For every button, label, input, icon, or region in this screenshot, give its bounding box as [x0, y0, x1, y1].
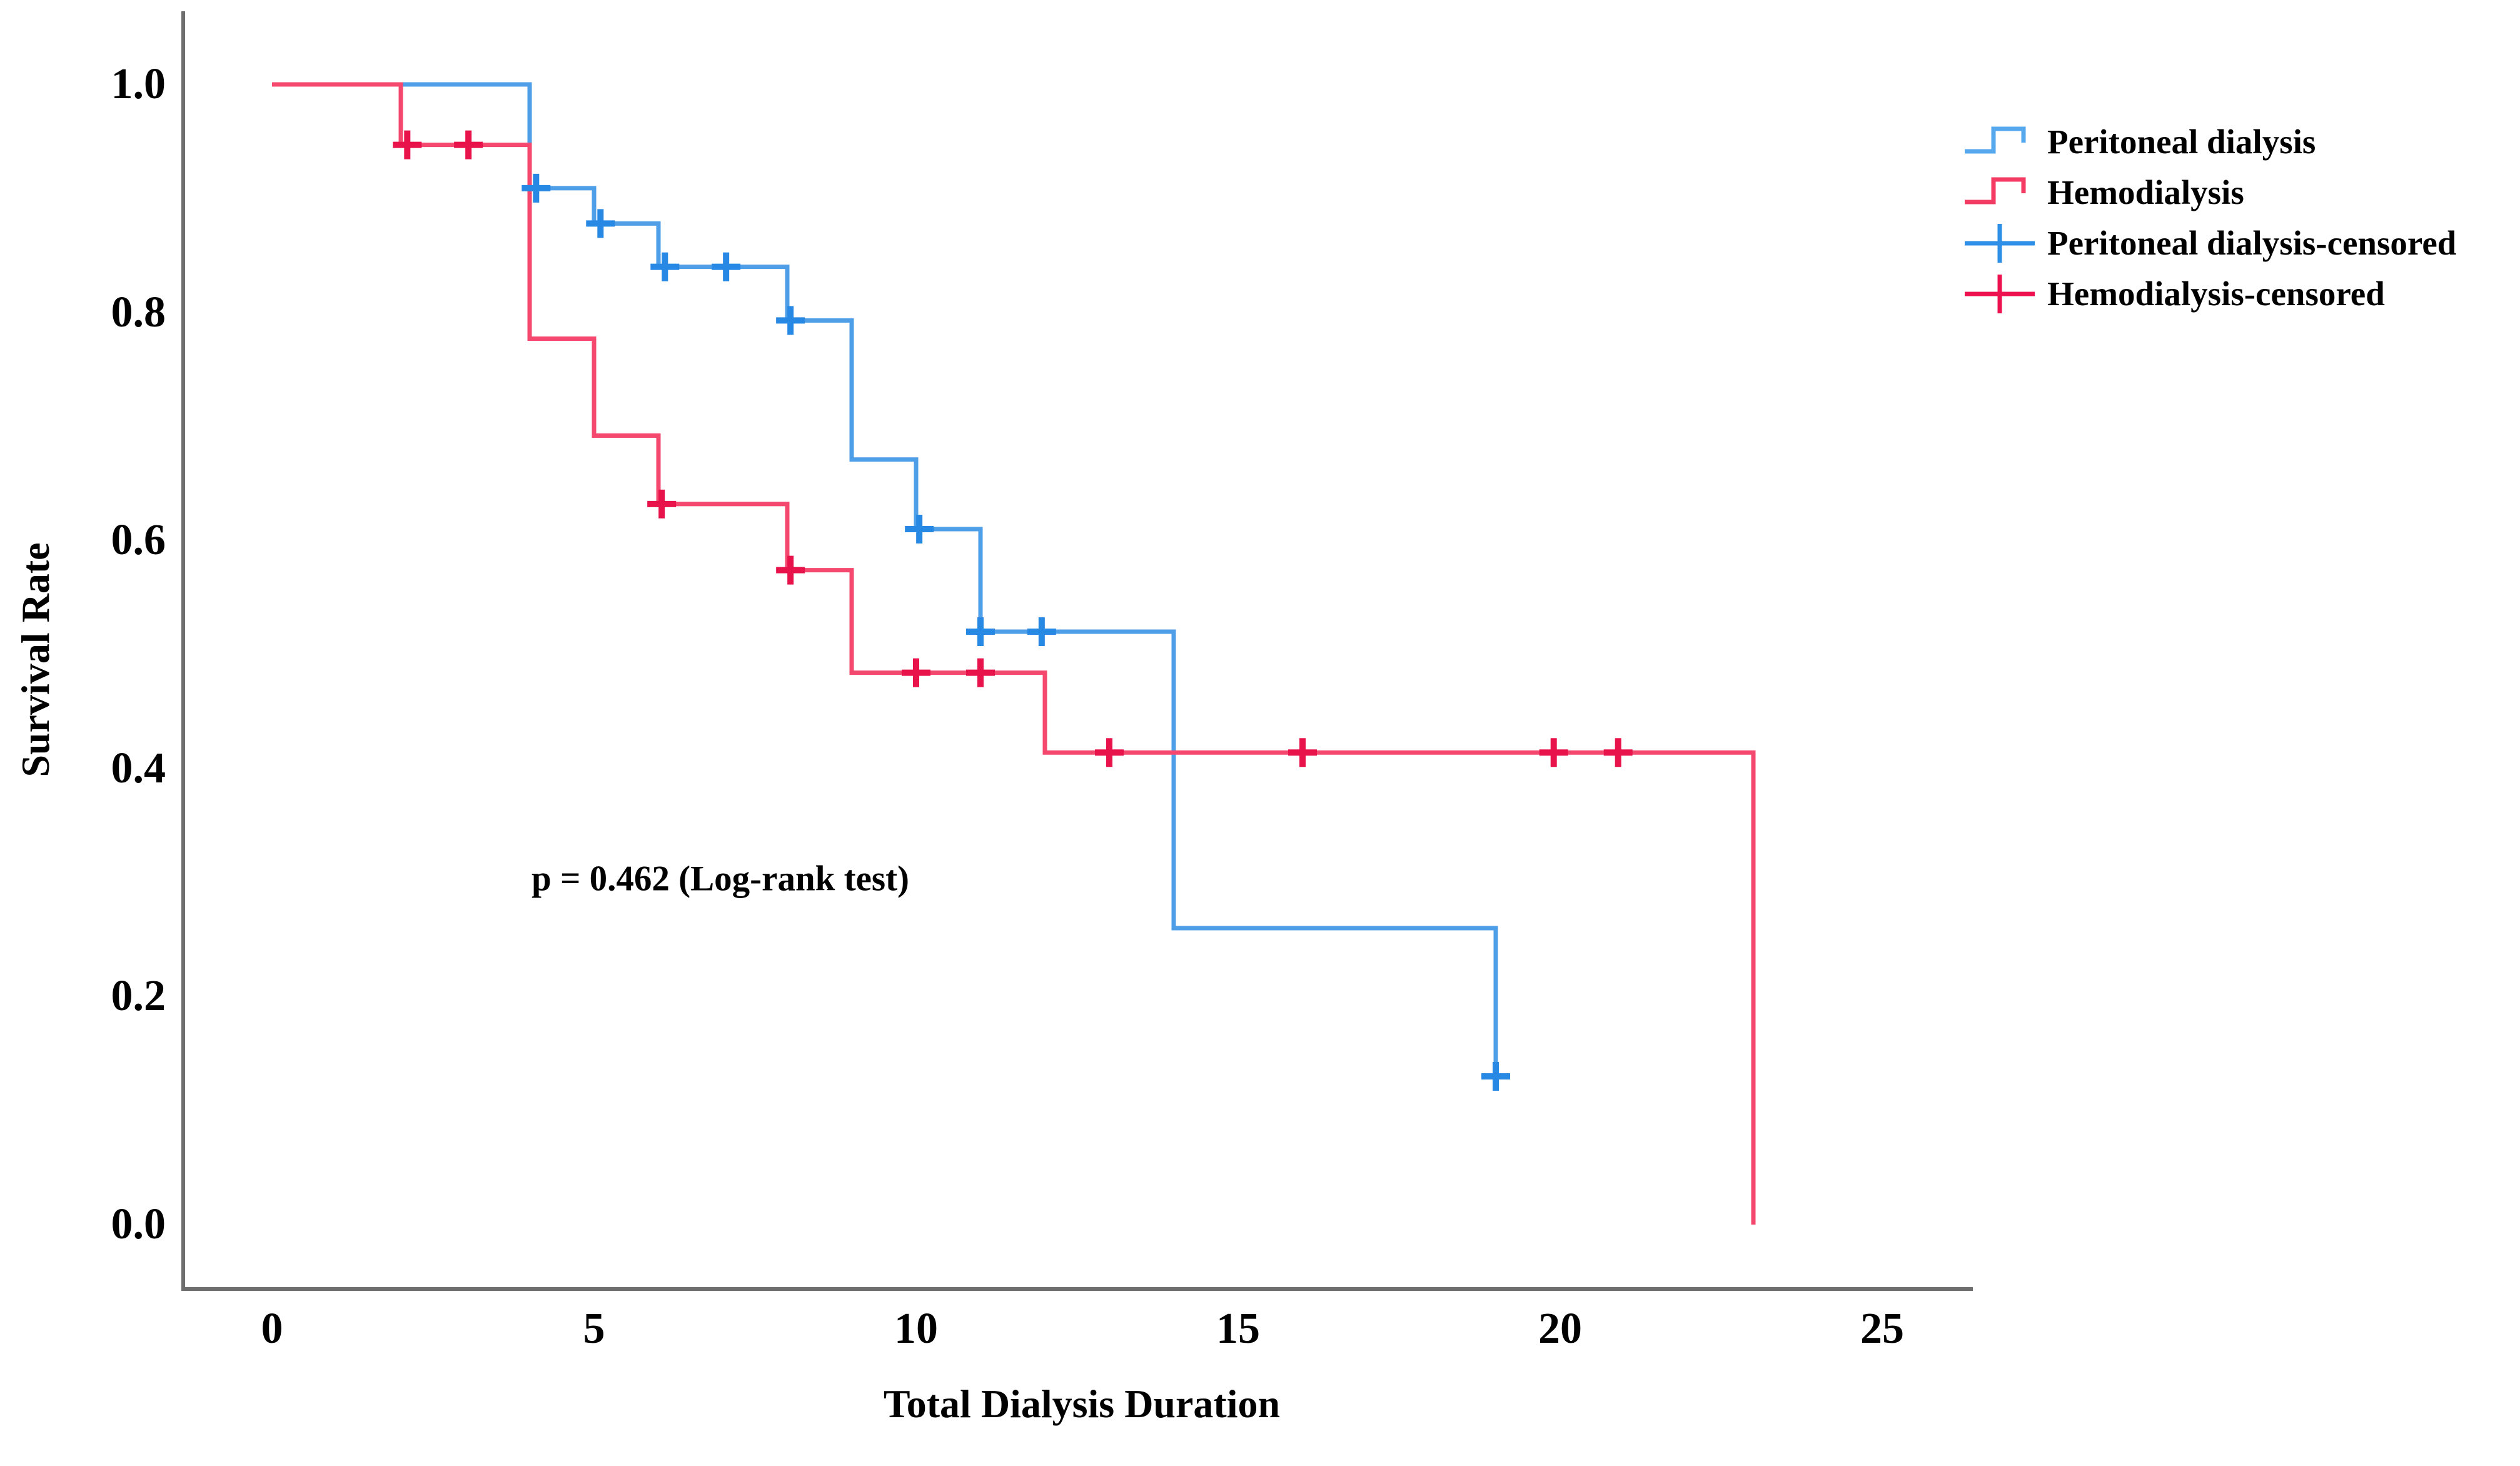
y-tick-label: 0.2: [111, 972, 166, 1021]
y-tick-label: 0.6: [111, 516, 166, 565]
censor-plus-icon: [966, 617, 995, 647]
legend-label: Hemodialysis-censored: [2047, 275, 2385, 313]
legend-item: Peritoneal dialysis: [1963, 116, 2456, 167]
legend-step-icon: [1965, 177, 2026, 204]
censor-plus-icon: [393, 130, 422, 159]
censor-plus-icon: [522, 173, 551, 203]
legend-label: Peritoneal dialysis-censored: [2047, 224, 2457, 262]
y-tick-label: 0.4: [111, 744, 166, 792]
censor-plus-icon: [902, 658, 930, 687]
censor-plus-icon: [454, 130, 483, 159]
censor-plus-icon: [586, 209, 615, 238]
y-tick-label: 0.8: [111, 288, 166, 336]
legend-item: Hemodialysis: [1963, 167, 2456, 218]
series-line-peritoneal-dialysis: [272, 82, 1498, 1077]
censor-plus-icon: [1603, 738, 1633, 767]
censored-marks-hemodialysis: [393, 130, 1633, 767]
censor-plus-icon: [905, 514, 934, 543]
x-axis-title: Total Dialysis Duration: [883, 1382, 1281, 1426]
censored-marks-peritoneal-dialysis: [522, 173, 1510, 1091]
censor-plus-icon: [712, 252, 741, 281]
x-tick-label: 25: [1860, 1305, 1904, 1353]
x-tick-label: 10: [894, 1305, 938, 1353]
legend-step-icon: [1965, 126, 2026, 153]
legend-item: Peritoneal dialysis-censored: [1963, 218, 2456, 268]
censor-plus-icon: [966, 658, 995, 687]
censor-plus-icon: [650, 252, 680, 281]
censor-plus-icon: [1027, 617, 1056, 647]
x-tick-label: 5: [583, 1305, 605, 1353]
legend-item: Hemodialysis-censored: [1963, 268, 2456, 319]
censor-plus-icon: [647, 489, 677, 518]
series-line-hemodialysis: [272, 82, 1756, 1225]
p-value-annotation: p = 0.462 (Log-rank test): [532, 859, 910, 899]
x-tick-label: 20: [1538, 1305, 1582, 1353]
censor-plus-icon: [776, 306, 805, 335]
censor-plus-icon: [1095, 738, 1124, 767]
x-tick-label: 0: [261, 1305, 283, 1353]
legend-censored-plus-icon: [1965, 274, 2035, 313]
censor-plus-icon: [1481, 1062, 1510, 1091]
censor-plus-icon: [1539, 738, 1568, 767]
censor-plus-icon: [1288, 738, 1317, 767]
censor-plus-icon: [776, 555, 805, 585]
y-tick-label: 1.0: [111, 60, 166, 108]
legend: Peritoneal dialysis Hemodialysis Peritonea…: [1963, 116, 2456, 319]
legend-label: Hemodialysis: [2047, 173, 2244, 211]
legend-label: Peritoneal dialysis: [2047, 123, 2316, 161]
x-tick-label: 15: [1216, 1305, 1260, 1353]
y-tick-label: 0.0: [111, 1200, 166, 1248]
y-axis-title: Survival Rate: [13, 542, 58, 777]
legend-censored-plus-icon: [1965, 223, 2035, 263]
